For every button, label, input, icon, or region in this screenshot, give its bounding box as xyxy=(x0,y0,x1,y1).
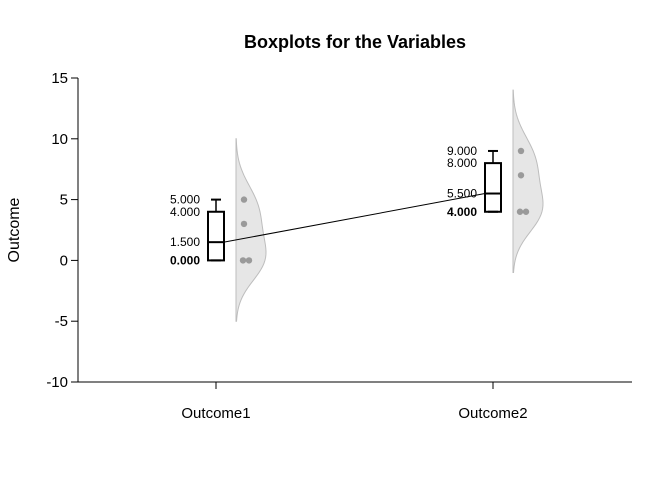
data-point xyxy=(239,257,247,264)
axes: -10 -5 0 5 10 15 xyxy=(46,70,632,391)
points-layer xyxy=(239,147,530,264)
stat-label: 1.500 xyxy=(170,235,200,249)
data-point xyxy=(240,220,248,228)
y-tick-label: 15 xyxy=(51,70,68,87)
data-point xyxy=(517,172,525,179)
stat-label: 5.500 xyxy=(447,187,477,201)
stat-label: 8.000 xyxy=(447,156,477,170)
y-axis-label: Outcome xyxy=(6,197,23,262)
x-tick-label: Outcome1 xyxy=(181,405,250,422)
y-tick-label: -10 xyxy=(46,374,68,391)
y-tick-label: -5 xyxy=(55,313,68,330)
data-point xyxy=(240,196,248,203)
data-point xyxy=(245,257,253,264)
y-tick-label: 0 xyxy=(60,252,68,269)
x-tick-label: Outcome2 xyxy=(458,405,527,422)
stat-label: 9.000 xyxy=(447,144,477,158)
boxes-layer xyxy=(207,149,502,262)
median-connector xyxy=(223,193,486,243)
density-layer xyxy=(235,89,544,322)
data-point xyxy=(522,208,530,215)
chart-title: Boxplots for the Variables xyxy=(244,32,466,52)
density-shape xyxy=(235,138,267,322)
x-ticks-layer: Outcome1 Outcome2 xyxy=(181,382,528,422)
box xyxy=(484,162,502,213)
stat-label: 4.000 xyxy=(170,205,200,219)
box xyxy=(207,210,225,262)
data-point xyxy=(516,208,524,215)
stat-label: 5.000 xyxy=(170,193,200,207)
stat-label: 0.000 xyxy=(170,253,200,267)
y-tick-label: 10 xyxy=(51,131,68,148)
stat-label: 4.000 xyxy=(447,205,477,219)
density-shape xyxy=(512,89,544,274)
data-point xyxy=(517,147,525,155)
y-tick-label: 5 xyxy=(60,192,68,209)
